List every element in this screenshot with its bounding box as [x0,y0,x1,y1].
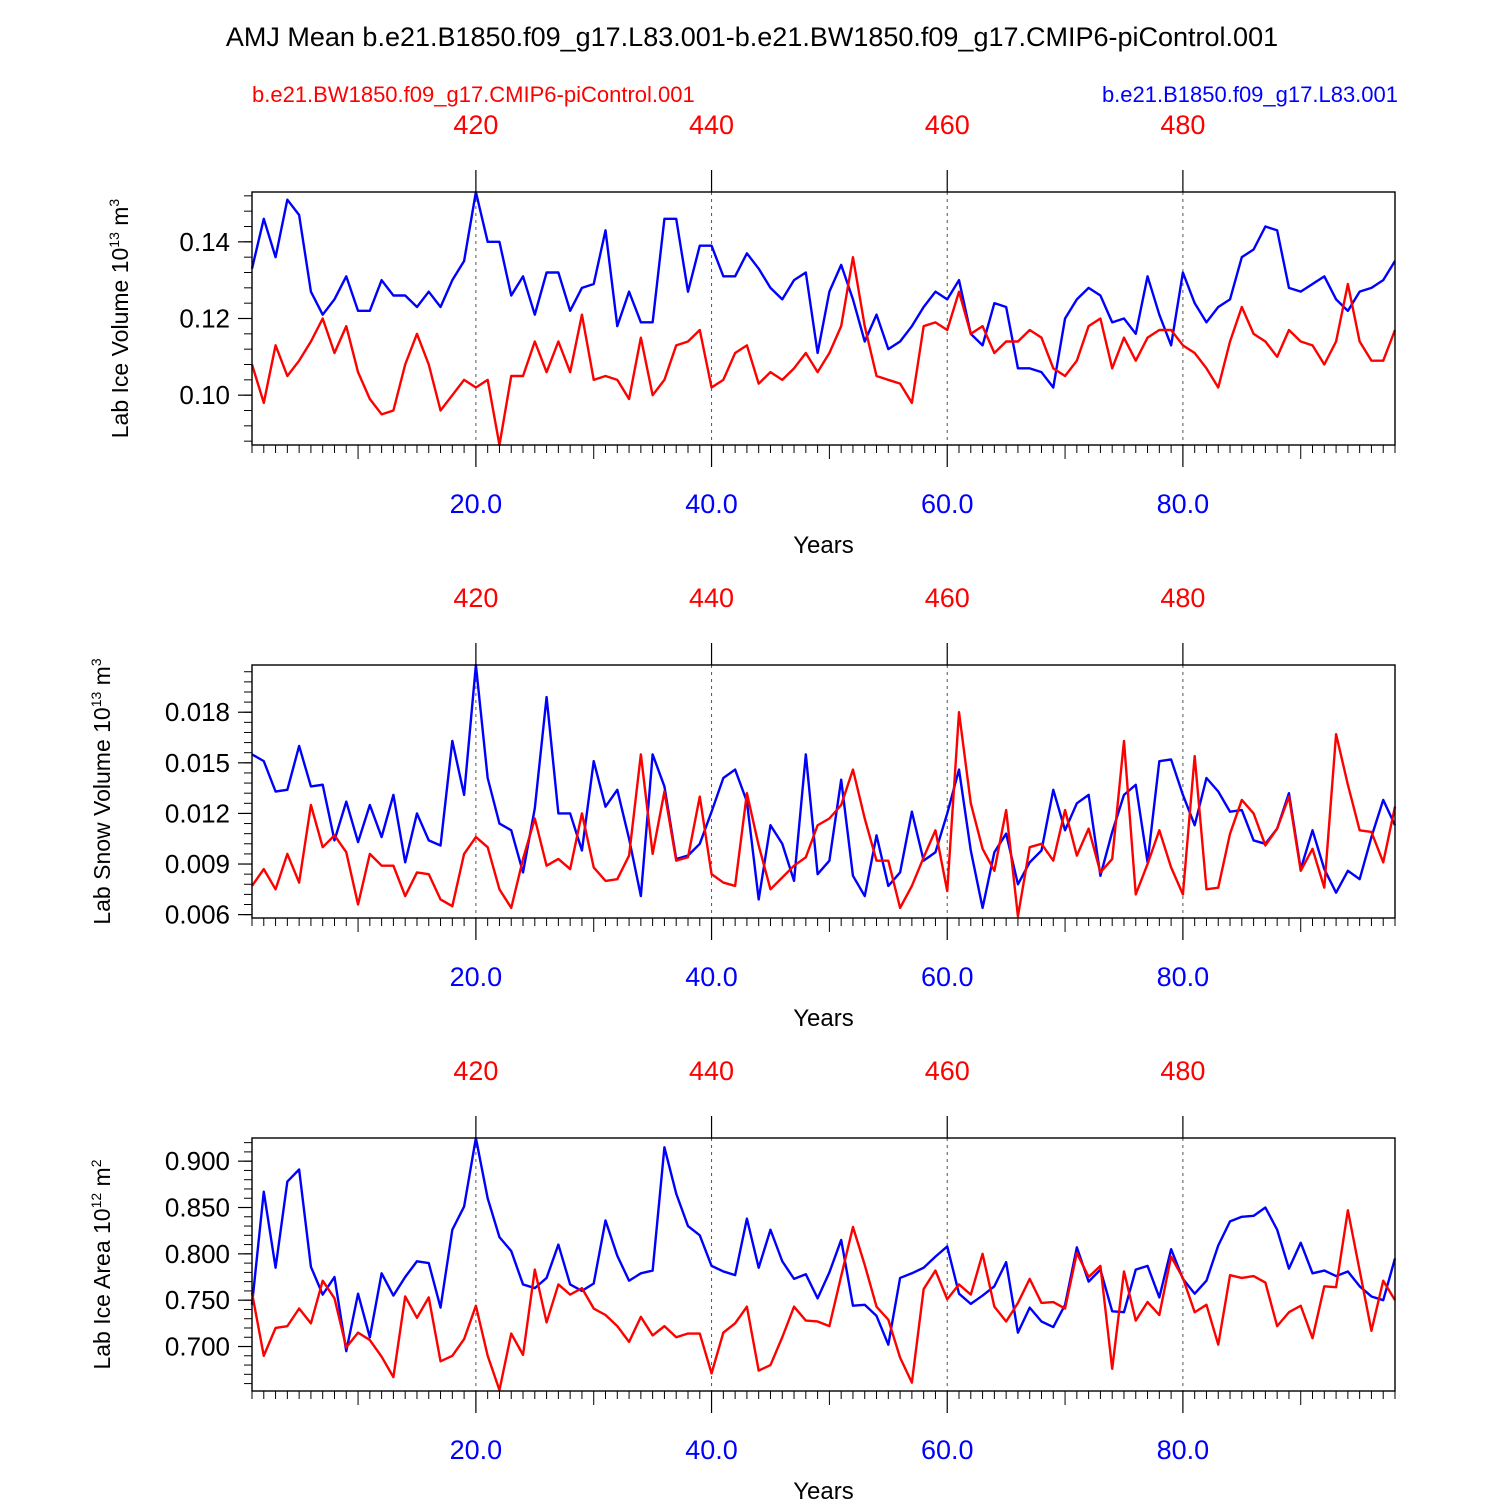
legend-label-red: b.e21.BW1850.f09_g17.CMIP6-piControl.001 [252,82,695,107]
x-tick-label-bottom: 60.0 [921,1435,974,1465]
y-tick-label: 0.009 [165,849,230,879]
y-axis-label-part: 13 [88,691,104,707]
y-tick-label: 0.750 [165,1285,230,1315]
figure-title: AMJ Mean b.e21.B1850.f09_g17.L83.001-b.e… [226,22,1278,52]
x-axis-label: Years [793,1478,854,1500]
x-tick-label-bottom: 60.0 [921,489,974,519]
x-axis-label: Years [793,532,854,559]
x-tick-label-top: 460 [925,110,970,140]
x-tick-label-top: 420 [453,110,498,140]
panels: 20.0 420 40.0 440 60.0 460 80.0 480 0.10 0.12 0.14… [88,110,1397,1500]
x-tick-label-bottom: 80.0 [1157,962,1210,992]
x-tick-label-bottom: 40.0 [685,1435,738,1465]
x-tick-label-bottom: 20.0 [450,489,503,519]
series-line-blue [251,663,1397,910]
y-tick-label: 0.800 [165,1239,230,1269]
x-tick-label-bottom: 80.0 [1157,489,1210,519]
y-axis-label-part: Lab Ice Area 10 [89,1208,115,1369]
y-axis-label-part: Lab Ice Volume 10 [107,248,133,439]
y-axis-label-part: 2 [88,1159,104,1167]
y-axis-label-part: m [89,666,115,692]
x-tick-label-top: 420 [453,1056,498,1086]
y-axis-label: Lab Ice Area 1012 m2 [88,1159,115,1369]
x-tick-label-bottom: 80.0 [1157,1435,1210,1465]
x-tick-label-top: 440 [689,110,734,140]
y-axis-label-part: m [89,1167,115,1193]
x-tick-label-bottom: 40.0 [685,489,738,519]
x-tick-label-bottom: 20.0 [450,962,503,992]
x-tick-label-bottom: 20.0 [450,1435,503,1465]
y-tick-label: 0.850 [165,1193,230,1223]
series-line-blue [250,190,1397,389]
y-axis-label-part: 12 [88,1193,104,1209]
y-axis-label-part: Lab Snow Volume 10 [89,707,115,924]
y-tick-label: 0.012 [165,798,230,828]
panel-1: 20.0 420 40.0 440 60.0 460 80.0 480 0.10 0.12 0.14… [106,110,1397,559]
x-tick-label-top: 420 [453,583,498,613]
x-tick-label-top: 440 [689,1056,734,1086]
x-tick-label-top: 460 [925,1056,970,1086]
y-axis-label-part: 13 [106,232,122,248]
legend-label-blue: b.e21.B1850.f09_g17.L83.001 [1102,82,1398,107]
x-tick-label-bottom: 60.0 [921,962,974,992]
x-tick-label-top: 460 [925,583,970,613]
y-axis-label: Lab Ice Volume 1013 m3 [106,199,133,439]
x-axis-label: Years [793,1005,854,1032]
y-tick-label: 0.700 [165,1332,230,1362]
plot-frame [251,664,1396,919]
x-tick-label-bottom: 40.0 [685,962,738,992]
series-line-red [250,255,1397,447]
series-line-red [250,1209,1397,1392]
y-axis-label-part: 3 [88,658,104,666]
x-tick-label-top: 440 [689,583,734,613]
series-line-blue [250,1136,1397,1353]
y-tick-label: 0.12 [179,304,230,334]
y-tick-label: 0.10 [179,380,230,410]
y-tick-label: 0.006 [165,900,230,930]
y-tick-label: 0.14 [179,227,230,257]
series-line-red [251,711,1397,918]
panel-2: 20.0 420 40.0 440 60.0 460 80.0 480 0.006 0.009 0.… [88,583,1397,1032]
y-tick-label: 0.015 [165,748,230,778]
x-tick-label-top: 480 [1160,583,1205,613]
y-axis-label: Lab Snow Volume 1013 m3 [88,658,115,925]
y-axis-label-part: 3 [106,199,122,207]
x-tick-label-top: 480 [1160,110,1205,140]
y-axis-label-part: m [107,207,133,233]
y-tick-label: 0.900 [165,1146,230,1176]
y-tick-label: 0.018 [165,697,230,727]
panel-3: 20.0 420 40.0 440 60.0 460 80.0 480 0.700 0.750 0.… [88,1056,1397,1500]
plot-frame [251,1137,1396,1392]
x-tick-label-top: 480 [1160,1056,1205,1086]
